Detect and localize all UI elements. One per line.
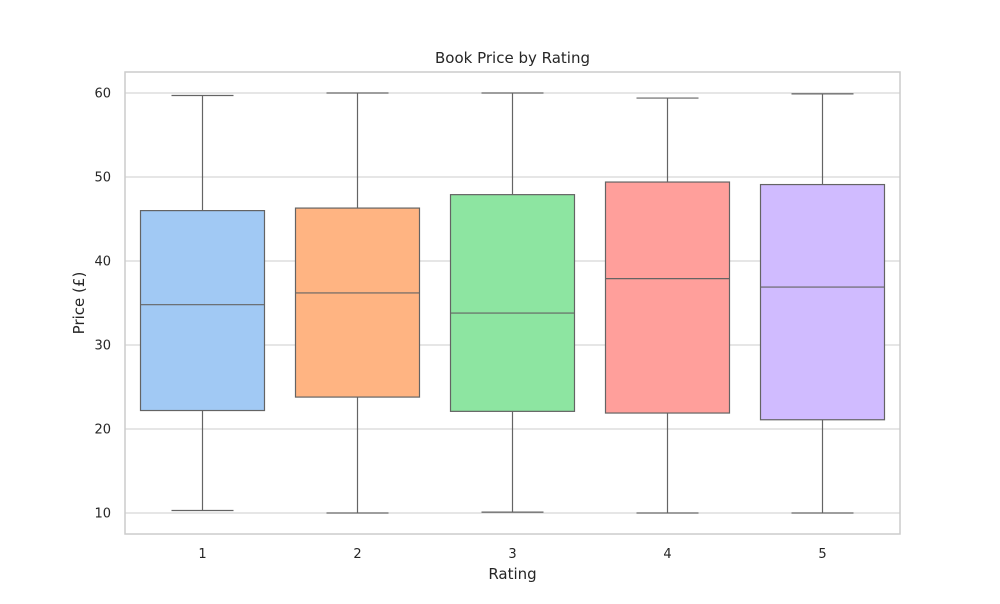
y-tick-label: 10: [94, 507, 111, 522]
x-tick-label: 3: [508, 547, 516, 562]
box-rating-3: [449, 92, 576, 513]
y-axis-label: Price (£): [70, 272, 88, 335]
y-tick-label: 50: [94, 171, 111, 186]
x-tick-label: 1: [198, 547, 206, 562]
box-rating-5: [759, 93, 886, 514]
tick-layer: 10 20 30 40 50 60 1 2 3 4 5: [94, 87, 826, 563]
box-body: [759, 183, 886, 421]
y-tick-label: 60: [94, 87, 111, 102]
box-rating-2: [294, 92, 421, 514]
box-layer: [139, 92, 886, 514]
box-rating-1: [139, 94, 266, 512]
plot-frame: [124, 71, 901, 535]
x-tick-label: 4: [663, 547, 671, 562]
y-tick-label: 30: [94, 339, 111, 354]
box-body: [449, 194, 576, 412]
chart-title: Book Price by Rating: [435, 49, 590, 67]
y-tick-label: 40: [94, 255, 111, 270]
box-body: [139, 210, 266, 412]
x-tick-label: 2: [353, 547, 361, 562]
box-body: [604, 181, 731, 414]
y-tick-label: 20: [94, 423, 111, 438]
x-axis-label: Rating: [488, 565, 536, 583]
box-rating-4: [604, 97, 731, 514]
box-body: [294, 207, 421, 398]
x-tick-label: 5: [818, 547, 826, 562]
